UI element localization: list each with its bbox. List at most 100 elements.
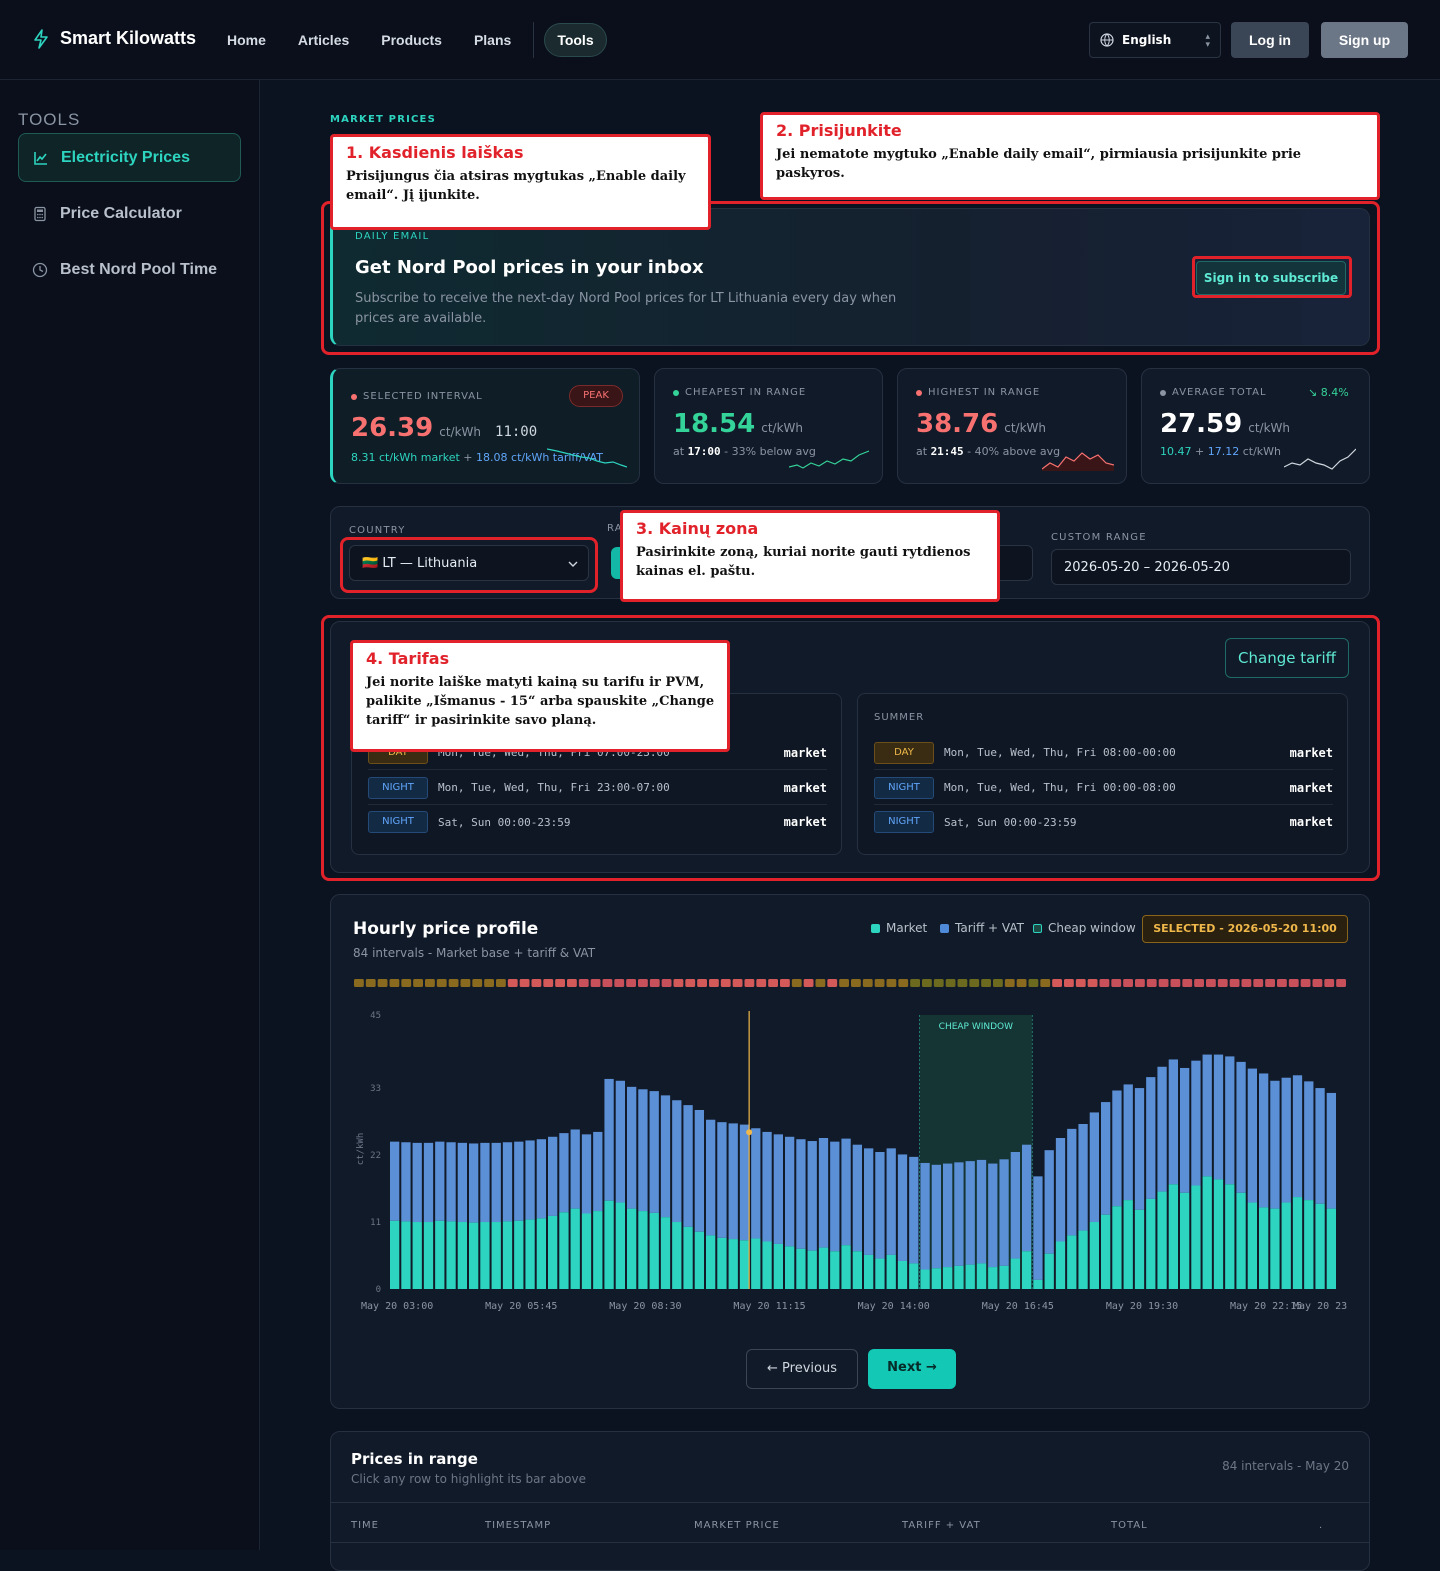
sparkline-icon xyxy=(1042,452,1114,471)
price-chart[interactable]: 0 11 22 33 45 ct/kWh CHEAP WINDOW May 20 03:00 M… xyxy=(331,969,1371,1319)
market-bar xyxy=(1089,1222,1099,1289)
tariff-price: market xyxy=(1289,780,1333,795)
sidebar-item-electricity-prices[interactable]: Electricity Prices xyxy=(18,133,241,182)
market-bar xyxy=(638,1211,648,1289)
tariff-bar xyxy=(751,1128,761,1239)
cheap-window-label: CHEAP WINDOW xyxy=(939,1022,1013,1032)
heat-cell xyxy=(1253,979,1264,987)
market-bar xyxy=(830,1251,840,1289)
previous-button[interactable]: ← Previous xyxy=(746,1349,858,1389)
tariff-bar xyxy=(954,1162,964,1266)
country-select[interactable]: 🇱🇹 LT — Lithuania xyxy=(349,545,589,581)
market-bar xyxy=(717,1237,727,1289)
tariff-schedule: Sat, Sun 00:00-23:59 xyxy=(438,815,571,829)
nav-plans[interactable]: Plans xyxy=(473,32,512,48)
col-market-price[interactable]: MARKET PRICE xyxy=(694,1520,780,1531)
change-tariff-button[interactable]: Change tariff xyxy=(1225,638,1349,678)
tariff-bar xyxy=(1010,1152,1020,1259)
market-bar xyxy=(615,1202,625,1289)
trend-badge: ↘ 8.4% xyxy=(1308,386,1349,399)
signup-button[interactable]: Sign up xyxy=(1321,22,1408,58)
nav-tools[interactable]: Tools xyxy=(544,23,607,57)
login-button[interactable]: Log in xyxy=(1231,22,1309,58)
stat-highest[interactable]: HIGHEST IN RANGE 38.76 ct/kWh at 21:45 - … xyxy=(897,368,1127,484)
y-tick-label: 33 xyxy=(370,1084,381,1094)
market-bar xyxy=(1304,1200,1314,1289)
sidebar-item-price-calculator[interactable]: Price Calculator xyxy=(18,189,241,238)
stat-cheapest[interactable]: CHEAPEST IN RANGE 18.54 ct/kWh at 17:00 -… xyxy=(654,368,883,484)
language-value: English xyxy=(1122,33,1172,47)
sparkline-icon xyxy=(1284,448,1356,470)
tariff-bar xyxy=(841,1138,851,1246)
y-tick-label: 22 xyxy=(370,1151,381,1161)
nav-articles[interactable]: Articles xyxy=(297,32,350,48)
tariff-bar xyxy=(818,1137,829,1248)
brand-logo[interactable]: Smart Kilowatts xyxy=(32,28,196,49)
heat-cell xyxy=(484,979,494,987)
market-bar xyxy=(931,1268,941,1289)
tariff-bar xyxy=(785,1136,795,1247)
tariff-schedule: Sat, Sun 00:00-23:59 xyxy=(944,815,1077,829)
market-bar xyxy=(1022,1251,1032,1289)
tariff-bar xyxy=(638,1089,648,1212)
annotation-frame-subscribe-button xyxy=(1192,256,1352,298)
nav-home[interactable]: Home xyxy=(227,32,266,48)
heat-cell xyxy=(969,979,980,987)
heat-cell xyxy=(365,979,376,987)
daily-email-description: Subscribe to receive the next-day Nord P… xyxy=(355,291,897,326)
heat-cell xyxy=(1028,979,1039,987)
heat-cell xyxy=(993,979,1003,987)
tariff-bar xyxy=(683,1105,693,1227)
col-tariff-vat[interactable]: TARIFF + VAT xyxy=(902,1520,981,1531)
market-bar xyxy=(1157,1191,1167,1289)
y-axis-label: ct/kWh xyxy=(356,1133,366,1166)
brand-name: Smart Kilowatts xyxy=(60,28,197,48)
arrow-left-icon: ← xyxy=(767,1361,783,1376)
col-total[interactable]: TOTAL xyxy=(1111,1520,1148,1531)
tariff-bar xyxy=(807,1141,817,1251)
tariff-bar xyxy=(615,1080,625,1203)
tariff-bar xyxy=(469,1143,479,1223)
sidebar-item-label: Best Nord Pool Time xyxy=(60,260,218,278)
sidebar-item-best-nord-pool-time[interactable]: Best Nord Pool Time xyxy=(18,245,241,294)
tariff-bar xyxy=(965,1161,975,1265)
tariff-bar xyxy=(457,1142,467,1223)
y-tick-label: 45 xyxy=(370,1011,381,1021)
tariff-bar xyxy=(1270,1080,1280,1209)
language-select[interactable]: English ▴ ▾ xyxy=(1089,22,1221,58)
tariff-bar xyxy=(728,1123,738,1240)
heat-cell xyxy=(1052,979,1062,987)
stat-label: SELECTED INTERVAL xyxy=(351,391,483,402)
tariff-bar xyxy=(1236,1061,1246,1193)
custom-range-input[interactable]: 2026-05-20 – 2026-05-20 xyxy=(1051,549,1351,585)
market-bar xyxy=(1146,1198,1156,1289)
tariff-bar xyxy=(1168,1059,1178,1185)
heat-cell xyxy=(638,979,648,987)
col-timestamp[interactable]: TIMESTAMP xyxy=(485,1520,552,1531)
night-badge: NIGHT xyxy=(368,776,428,799)
market-bar xyxy=(841,1245,851,1289)
stat-average[interactable]: AVERAGE TOTAL ↘ 8.4% 27.59 ct/kWh 10.47 +… xyxy=(1141,368,1370,484)
tariff-schedule: Mon, Tue, Wed, Thu, Fri 00:00-08:00 xyxy=(944,781,1176,794)
tariff-bar xyxy=(943,1163,953,1268)
stat-selected-interval[interactable]: SELECTED INTERVAL PEAK 26.39 ct/kWh 11:00 … xyxy=(330,368,640,484)
nav-products[interactable]: Products xyxy=(381,32,442,48)
market-bar xyxy=(807,1250,817,1289)
tariff-bar xyxy=(773,1134,783,1244)
night-badge: NIGHT xyxy=(874,776,934,799)
updown-caret-icon: ▴ ▾ xyxy=(1205,32,1210,50)
market-bar xyxy=(469,1222,479,1289)
tariff-bar xyxy=(1225,1056,1235,1185)
tariff-bar xyxy=(1089,1112,1099,1223)
tariff-bar xyxy=(886,1148,896,1255)
heat-cell xyxy=(839,979,849,987)
tariff-bar xyxy=(1202,1054,1212,1177)
heat-cell xyxy=(425,979,435,987)
col-time[interactable]: TIME xyxy=(351,1520,380,1531)
tariff-bar xyxy=(435,1141,445,1221)
sign-in-to-subscribe-button[interactable]: Sign in to subscribe xyxy=(1196,261,1346,295)
heat-cell xyxy=(744,979,755,987)
section-label: MARKET PRICES xyxy=(330,114,436,125)
x-tick-label: May 20 11:15 xyxy=(733,1301,805,1312)
next-button[interactable]: Next → xyxy=(868,1349,956,1389)
